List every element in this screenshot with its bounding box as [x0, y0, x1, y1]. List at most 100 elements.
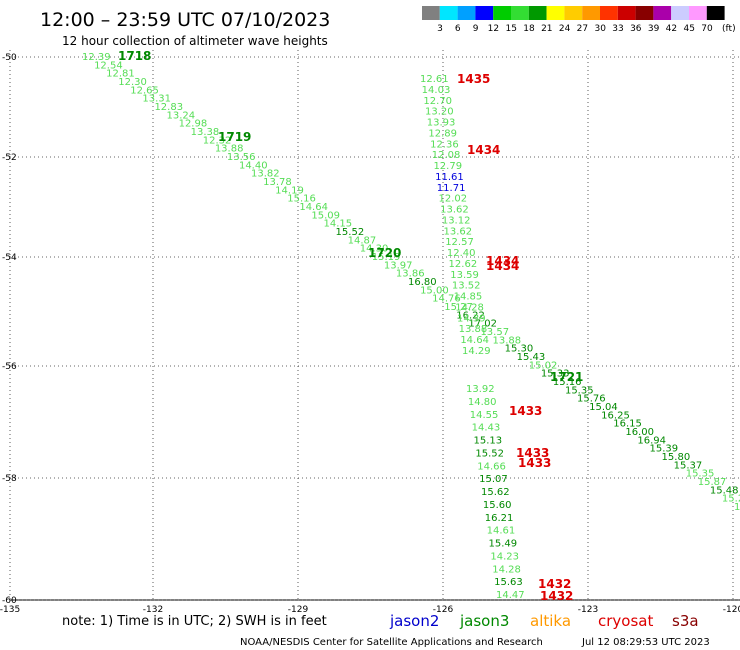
scale-label: 15 — [505, 24, 516, 34]
wave-height-value: 12.83 — [154, 102, 183, 113]
map-grid — [9, 50, 740, 601]
scale-label: 42 — [666, 24, 677, 34]
wave-height-value: 11.61 — [435, 172, 464, 183]
wave-height-value: 15.87 — [698, 477, 727, 488]
wave-height-value: 15.26 — [734, 502, 740, 513]
wave-height-value: 15.07 — [479, 474, 508, 485]
satellite-name: cryosat — [598, 612, 653, 630]
wave-height-value: 14.80 — [468, 397, 497, 408]
wave-height-value: 15.52 — [475, 448, 504, 459]
scale-swatch — [671, 6, 689, 20]
scale-swatch — [706, 6, 725, 20]
scale-label: 18 — [523, 24, 535, 34]
wave-height-value: 13.31 — [142, 94, 171, 105]
wave-height-value: 13.24 — [167, 110, 196, 121]
wave-height-value: 15.33 — [541, 369, 570, 380]
scale-swatch — [457, 6, 476, 20]
wave-height-value: 12.61 — [420, 74, 449, 85]
observation-layer: 12.3912.5412.8112.3012.6513.3112.8313.24… — [82, 52, 740, 601]
pass-time-label: 1435 — [457, 72, 490, 86]
footer-note: note: 1) Time is in UTC; 2) SWH is in fe… — [62, 614, 327, 629]
lat-tick-label: -54 — [2, 253, 17, 263]
wave-height-value: 12.65 — [130, 85, 159, 96]
wave-height-value: 14.87 — [348, 235, 377, 246]
wave-height-value: 13.57 — [480, 327, 509, 338]
map-subtitle: 12 hour collection of altimeter wave hei… — [62, 34, 328, 48]
scale-label: 24 — [559, 24, 571, 34]
lon-tick-label: -129 — [288, 605, 309, 615]
wave-height-value: 16.22 — [456, 310, 485, 321]
scale-swatch — [617, 6, 636, 20]
wave-height-value: 12.89 — [428, 128, 457, 139]
lon-tick-label: -126 — [433, 605, 454, 615]
wave-height-value: 15.48 — [710, 485, 739, 496]
satellite-name: s3a — [672, 612, 699, 630]
lat-tick-label: -52 — [2, 153, 17, 163]
wave-height-value: 12.32 — [203, 135, 232, 146]
wave-height-value: 12.08 — [432, 150, 461, 161]
footer-timestamp: Jul 12 08:29:53 UTC 2023 — [581, 637, 710, 648]
lon-tick-label: -120 — [723, 605, 740, 615]
wave-height-value: 14.55 — [470, 410, 499, 421]
pass-time-label: 1432 — [538, 577, 571, 591]
satellite-name: jason2 — [389, 612, 439, 630]
scale-swatch — [653, 6, 672, 20]
wave-height-value: 14.30 — [360, 244, 389, 255]
scale-label: 3 — [437, 24, 443, 34]
wave-height-value: 15.04 — [589, 402, 618, 413]
pass-time-label: 1434 — [486, 254, 519, 268]
wave-height-value: 13.38 — [191, 127, 220, 138]
wave-height-value: 12.70 — [423, 96, 452, 107]
pass-time-label: 1721 — [550, 370, 583, 384]
axis-labels: -135 -132 -129 -126 -123 -120 -50 -52 -54 -56 -58 -… — [0, 53, 740, 615]
wave-height-value: 13.97 — [384, 260, 413, 271]
pass-time-label: 1719 — [218, 130, 251, 144]
wave-height-value: 13.93 — [427, 118, 456, 129]
wave-height-value: 15.02 — [529, 360, 558, 371]
pass-time-label: 1433 — [516, 446, 549, 460]
scale-swatch — [439, 6, 458, 20]
wave-height-value: 13.20 — [425, 107, 454, 118]
wave-height-value: 16.00 — [625, 427, 654, 438]
wave-height-value: 12.40 — [447, 248, 476, 259]
wave-height-value: 14.43 — [472, 423, 501, 434]
scale-label: 36 — [630, 24, 642, 34]
wave-height-value: 13.56 — [227, 152, 256, 163]
pass-time-label: 1432 — [540, 589, 573, 603]
scale-swatch — [475, 6, 494, 20]
wave-height-value: 13.62 — [440, 205, 469, 216]
wave-height-value: 14.66 — [477, 461, 506, 472]
wave-height-value: 14.61 — [487, 526, 516, 537]
wave-height-value: 15.00 — [420, 285, 449, 296]
wave-height-value: 15.35 — [686, 469, 715, 480]
pass-time-label: 1434 — [467, 143, 500, 157]
wave-height-value: 15.60 — [483, 500, 512, 511]
wave-height-value: 13.82 — [251, 169, 280, 180]
wave-height-value: 13.59 — [450, 270, 479, 281]
wave-height-value: 15.63 — [494, 577, 523, 588]
satellite-name: jason3 — [459, 612, 509, 630]
wave-height-value: 14.03 — [422, 85, 451, 96]
wave-height-value: 14.28 — [455, 302, 484, 313]
wave-height-value: 13.78 — [263, 177, 292, 188]
wave-height-value: 15.35 — [565, 385, 594, 396]
scale-label: 39 — [648, 24, 660, 34]
wave-height-value: 12.36 — [430, 139, 459, 150]
wave-height-value: 12.39 — [82, 52, 111, 63]
pass-time-label: 1433 — [509, 404, 542, 418]
wave-height-value: 14.23 — [490, 551, 519, 562]
scale-label: 12 — [488, 24, 499, 34]
wave-height-value: 14.64 — [299, 202, 328, 213]
lon-tick-label: -123 — [578, 605, 598, 615]
scale-label: 21 — [541, 24, 552, 34]
wave-height-value: 12.54 — [94, 60, 123, 71]
scale-swatch — [546, 6, 565, 20]
wave-height-value: 14.64 — [460, 335, 489, 346]
pass-time-label: 1718 — [118, 49, 151, 63]
wave-height-value: 14.29 — [462, 346, 491, 357]
wave-height-value: 13.62 — [444, 226, 473, 237]
wave-height-value: 11.71 — [437, 183, 466, 194]
wave-height-value: 15.37 — [674, 460, 703, 471]
wave-height-value: 13.92 — [466, 384, 495, 395]
wave-height-value: 12.79 — [433, 161, 462, 172]
